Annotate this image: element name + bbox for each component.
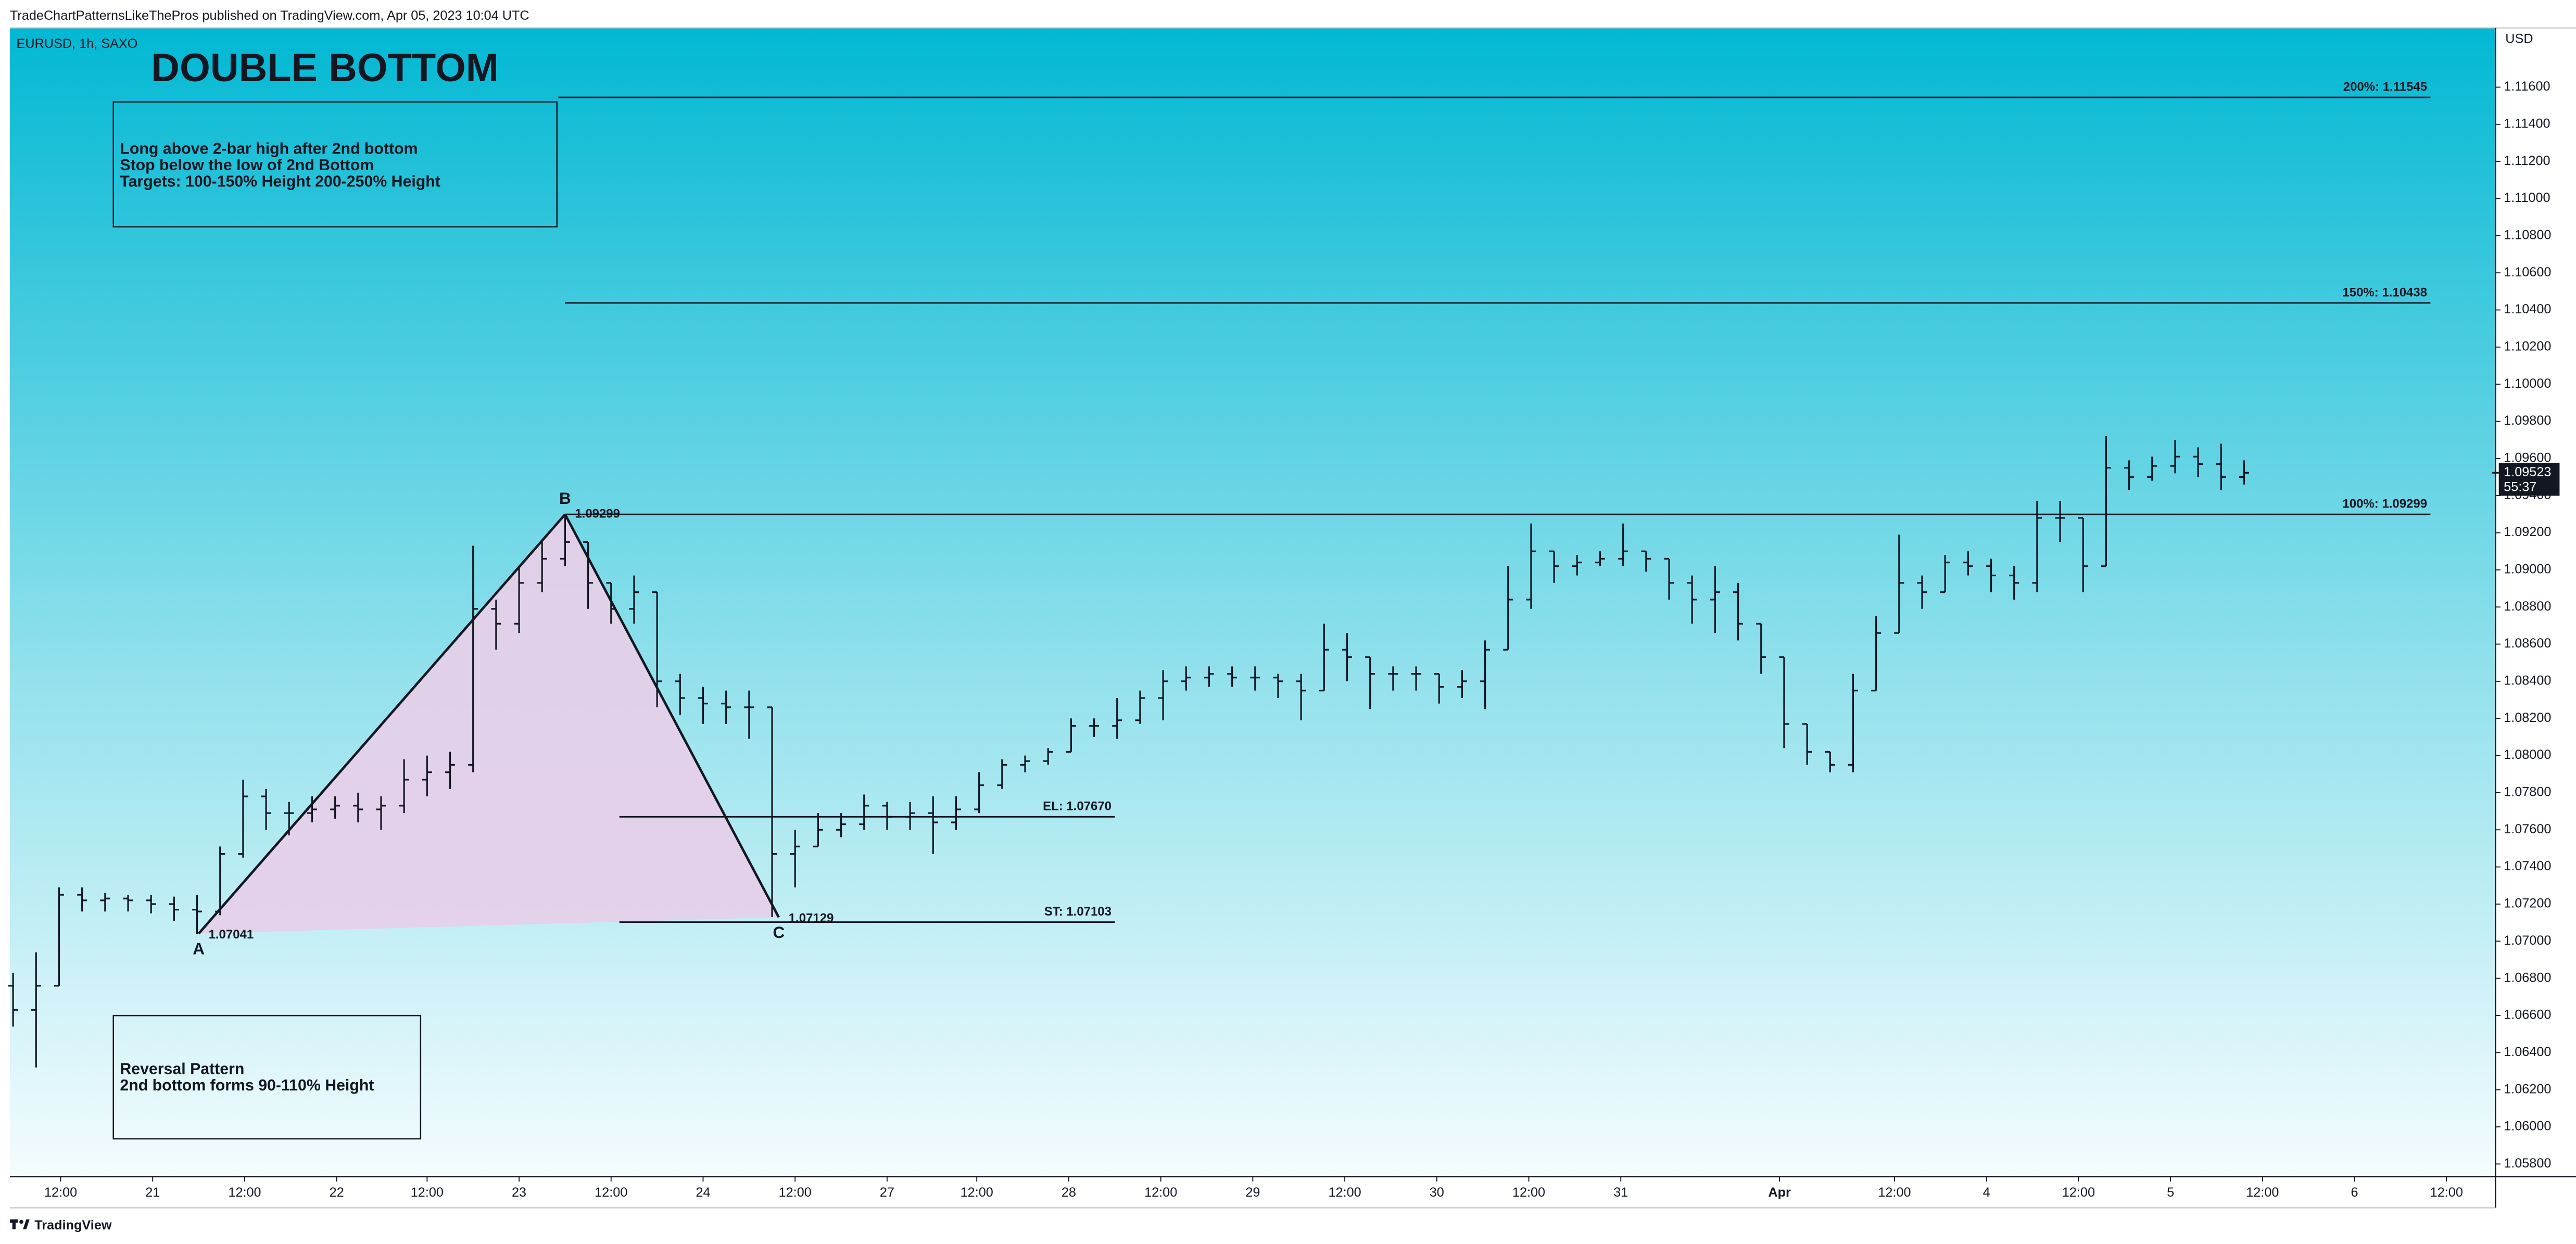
x-tick-label: 23 xyxy=(512,1185,526,1200)
y-tick-label: 1.07200 xyxy=(2504,896,2551,911)
currency-label: USD xyxy=(2505,31,2533,46)
symbol-label: EURUSD, 1h, SAXO xyxy=(17,36,138,51)
y-tick-label: 1.08000 xyxy=(2504,747,2551,762)
published-line: TradeChartPatternsLikeThePros published … xyxy=(10,8,529,23)
x-tick-label: 5 xyxy=(2167,1185,2174,1200)
x-tick-label: 30 xyxy=(1430,1185,1444,1200)
x-tick-label: 12:00 xyxy=(411,1185,444,1200)
pattern-point-name: A xyxy=(193,940,205,958)
y-tick-label: 1.09200 xyxy=(2504,525,2551,539)
level-layer: 200%: 1.11545 150%: 1.10438 100%: 1.09299 E… xyxy=(558,80,2431,923)
y-tick-label: 1.05800 xyxy=(2504,1156,2551,1171)
y-tick-label: 1.06000 xyxy=(2504,1119,2551,1134)
x-tick-label: 12:00 xyxy=(961,1185,993,1200)
pattern-fill xyxy=(198,514,779,934)
y-tick-label: 1.10800 xyxy=(2504,227,2551,242)
x-tick-label: 12:00 xyxy=(2246,1185,2279,1200)
y-tick-label: 1.11600 xyxy=(2504,79,2550,94)
y-tick-label: 1.09800 xyxy=(2504,413,2551,428)
pattern-point-name: B xyxy=(559,489,571,507)
y-tick-label: 1.08800 xyxy=(2504,599,2551,614)
y-tick-label: 1.08200 xyxy=(2504,710,2551,725)
note-box xyxy=(112,101,558,227)
x-tick-label: Apr xyxy=(1768,1185,1791,1200)
x-tick-label: 12:00 xyxy=(1878,1185,1911,1200)
note-line: Targets: 100-150% Height 200-250% Height xyxy=(120,173,440,190)
y-tick-label: 1.07400 xyxy=(2504,859,2551,873)
x-tick-label: 29 xyxy=(1245,1185,1260,1200)
x-tick-label: 31 xyxy=(1613,1185,1628,1200)
x-tick-label: 4 xyxy=(1983,1185,1990,1200)
note-line: Reversal Pattern xyxy=(120,1060,244,1077)
y-tick-label: 1.10600 xyxy=(2504,265,2551,280)
chart-title: DOUBLE BOTTOM xyxy=(151,46,499,90)
x-tick-label: 22 xyxy=(330,1185,344,1200)
x-tick-label: 12:00 xyxy=(44,1185,77,1200)
pattern-point-value: 1.07041 xyxy=(209,928,254,942)
y-tick-label: 1.09600 xyxy=(2504,451,2551,465)
y-tick-label: 1.11000 xyxy=(2504,191,2550,205)
last-price-box xyxy=(2498,463,2560,496)
y-tick-label: 1.10200 xyxy=(2504,339,2551,354)
plot-background xyxy=(9,28,2496,1177)
x-tick-label: 12:00 xyxy=(595,1185,627,1200)
brand-name: TradingView xyxy=(34,1218,112,1233)
level-label: ST: 1.07103 xyxy=(1044,905,1112,919)
x-tick-label: 12:00 xyxy=(1329,1185,1361,1200)
y-tick-label: 1.07000 xyxy=(2504,933,2551,948)
x-tick-label: 28 xyxy=(1062,1185,1076,1200)
x-tick-label: 12:00 xyxy=(1512,1185,1545,1200)
bar-layer xyxy=(8,436,2249,1068)
pattern-point-value: 1.07129 xyxy=(789,911,834,925)
x-tick-label: 12:00 xyxy=(228,1185,261,1200)
y-tick-label: 1.06200 xyxy=(2504,1082,2551,1096)
y-tick-label: 1.06400 xyxy=(2504,1045,2551,1059)
countdown-label: 55:37 xyxy=(2504,479,2536,494)
x-tick-label: 27 xyxy=(880,1185,894,1200)
y-tick-label: 1.10000 xyxy=(2504,376,2551,391)
x-tick-label: 12:00 xyxy=(2430,1185,2463,1200)
note-line: 2nd bottom forms 90-110% Height xyxy=(120,1077,374,1094)
y-tick-label: 1.09000 xyxy=(2504,562,2551,577)
last-price-label: 1.09523 xyxy=(2504,465,2551,479)
pattern-point-name: C xyxy=(773,923,785,942)
y-tick-label: 1.07600 xyxy=(2504,822,2551,836)
y-tick-label: 1.07800 xyxy=(2504,785,2551,799)
pattern-leg xyxy=(197,513,566,935)
y-tick-label: 1.08600 xyxy=(2504,636,2551,651)
x-tick-label: 6 xyxy=(2351,1185,2358,1200)
note-line: Stop below the low of 2nd Bottom xyxy=(120,157,374,174)
note-box xyxy=(112,1014,422,1140)
y-tick-label: 1.08400 xyxy=(2504,674,2551,688)
x-tick-label: 24 xyxy=(696,1185,710,1200)
x-tick-label: 12:00 xyxy=(779,1185,812,1200)
level-label: 200%: 1.11545 xyxy=(2343,80,2427,94)
pattern-leg xyxy=(564,514,780,918)
y-tick-label: 1.06800 xyxy=(2504,970,2551,985)
level-label: 150%: 1.10438 xyxy=(2342,285,2427,299)
level-label: 100%: 1.09299 xyxy=(2342,497,2427,511)
level-label: EL: 1.07670 xyxy=(1043,799,1112,814)
axis-layer: 1.05800 1.06000 1.06200 1.06400 1.06600 1.068… xyxy=(44,79,2560,1200)
note-line: Long above 2-bar high after 2nd bottom xyxy=(120,140,418,157)
y-tick-label: 1.11400 xyxy=(2504,116,2550,131)
x-tick-label: 12:00 xyxy=(2062,1185,2095,1200)
y-tick-label: 1.11200 xyxy=(2504,154,2550,168)
y-tick-label: 1.06600 xyxy=(2504,1008,2551,1022)
x-tick-label: 21 xyxy=(145,1185,160,1200)
x-tick-label: 12:00 xyxy=(1144,1185,1177,1200)
brand-logo xyxy=(9,1219,30,1229)
y-tick-label: 1.10400 xyxy=(2504,302,2551,316)
